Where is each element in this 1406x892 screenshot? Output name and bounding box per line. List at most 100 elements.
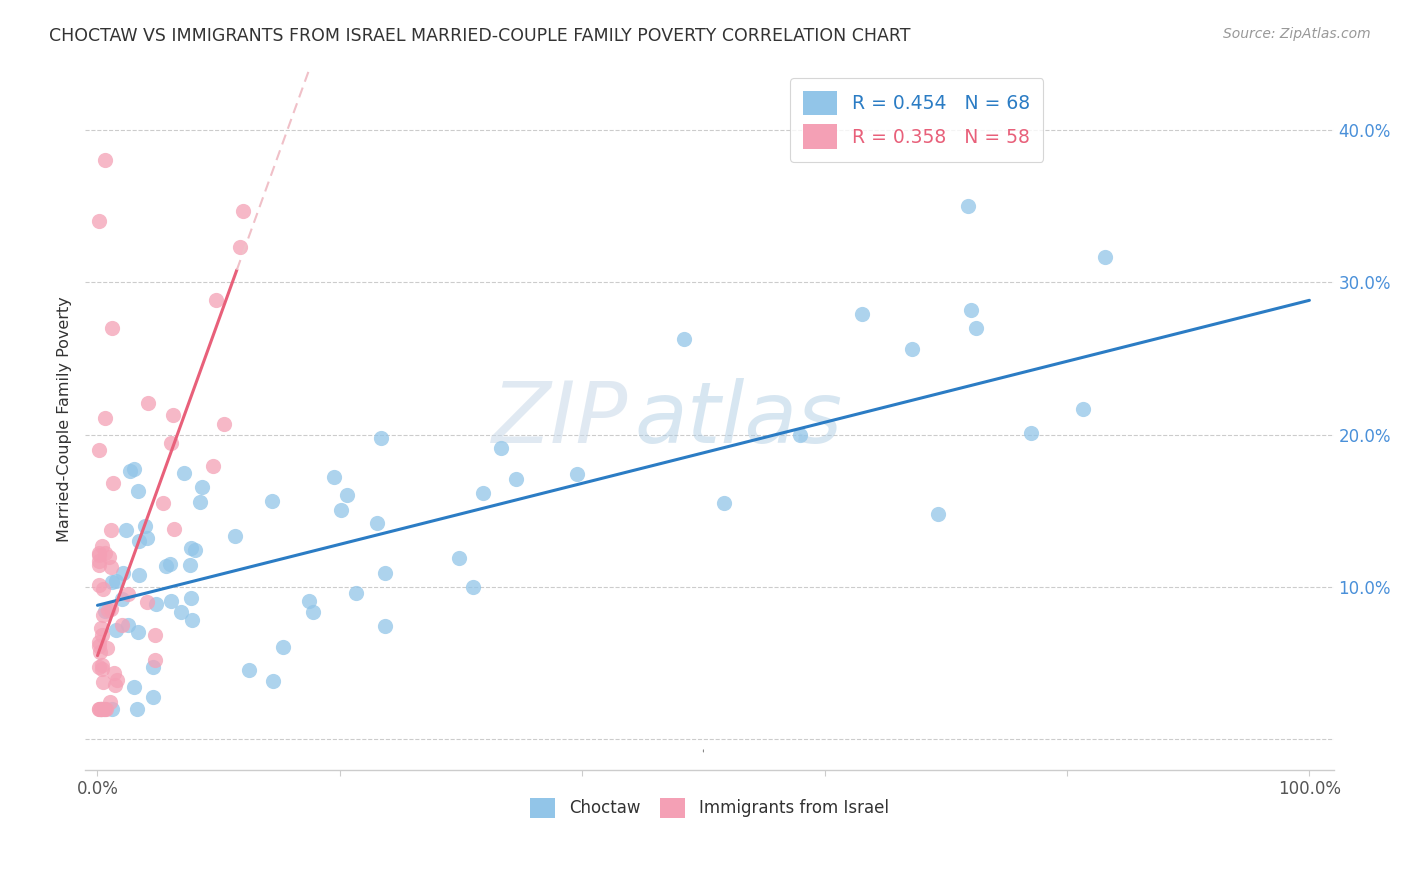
Point (191, 480, 214, 494)
Point (366, 516, 388, 531)
Point (100, 602, 122, 616)
Point (90, 702, 112, 716)
Point (229, 240, 252, 254)
Point (98, 695, 121, 709)
Point (105, 673, 128, 688)
Point (179, 558, 201, 573)
Point (344, 585, 367, 599)
Point (789, 428, 811, 442)
Point (93, 604, 115, 618)
Point (960, 303, 983, 318)
Point (128, 534, 150, 549)
Point (155, 559, 177, 574)
Point (90, 702, 112, 716)
Point (100, 560, 122, 574)
Text: ZIP: ZIP (492, 377, 628, 461)
Point (370, 431, 392, 445)
Point (224, 529, 246, 543)
Point (173, 466, 195, 480)
Point (115, 523, 138, 537)
Point (87, 443, 110, 458)
Point (89, 546, 111, 560)
Point (87, 554, 110, 568)
Point (170, 605, 193, 619)
Point (447, 550, 470, 565)
Point (127, 702, 149, 716)
Point (160, 436, 183, 450)
Point (90, 702, 112, 716)
Point (103, 666, 125, 681)
Point (565, 467, 588, 481)
Point (96, 603, 118, 617)
Point (122, 680, 145, 694)
Point (329, 503, 352, 517)
Legend: Choctaw, Immigrants from Israel: Choctaw, Immigrants from Israel (524, 791, 896, 825)
Point (90, 621, 112, 635)
Point (127, 483, 149, 498)
Point (135, 595, 157, 609)
Point (101, 574, 124, 589)
Point (91, 627, 114, 641)
Point (104, 678, 127, 692)
Point (90, 662, 112, 676)
Point (152, 496, 174, 510)
Point (956, 199, 979, 213)
Point (94, 153, 117, 167)
Point (1019, 426, 1042, 441)
Point (181, 613, 204, 627)
Point (100, 523, 122, 537)
Point (204, 293, 226, 307)
Point (128, 568, 150, 582)
Point (87, 639, 110, 653)
Point (105, 574, 128, 588)
Point (673, 332, 696, 346)
Point (87, 578, 110, 592)
Point (101, 475, 124, 490)
Point (91, 658, 114, 673)
Y-axis label: Married-Couple Family Poverty: Married-Couple Family Poverty (58, 296, 72, 542)
Point (136, 531, 159, 545)
Point (188, 495, 211, 509)
Point (89, 645, 111, 659)
Point (374, 618, 396, 632)
Point (163, 522, 186, 536)
Point (491, 442, 513, 456)
Point (111, 617, 134, 632)
Point (91, 675, 114, 690)
Point (713, 496, 735, 510)
Point (184, 543, 207, 558)
Point (1071, 402, 1094, 417)
Point (93, 702, 115, 716)
Point (232, 204, 254, 219)
Point (94, 411, 117, 425)
Point (965, 321, 987, 335)
Text: Source: ZipAtlas.com: Source: ZipAtlas.com (1223, 27, 1371, 41)
Point (298, 594, 321, 608)
Point (100, 702, 122, 716)
Point (87, 214, 110, 228)
Point (89, 702, 111, 716)
Point (901, 342, 924, 356)
Point (159, 558, 181, 572)
Point (105, 623, 128, 637)
Point (117, 618, 139, 632)
Point (302, 605, 325, 619)
Point (87, 660, 110, 674)
Point (145, 597, 167, 611)
Point (96, 640, 118, 655)
Point (91, 608, 114, 623)
Point (271, 640, 294, 654)
Point (260, 493, 283, 508)
Point (180, 541, 202, 555)
Point (143, 628, 166, 642)
Point (143, 653, 166, 667)
Point (111, 592, 134, 607)
Point (94, 702, 117, 716)
Point (162, 409, 184, 423)
Point (87, 548, 110, 562)
Point (111, 566, 134, 580)
Point (180, 591, 202, 605)
Point (87, 635, 110, 649)
Point (90, 702, 112, 716)
Point (201, 459, 224, 474)
